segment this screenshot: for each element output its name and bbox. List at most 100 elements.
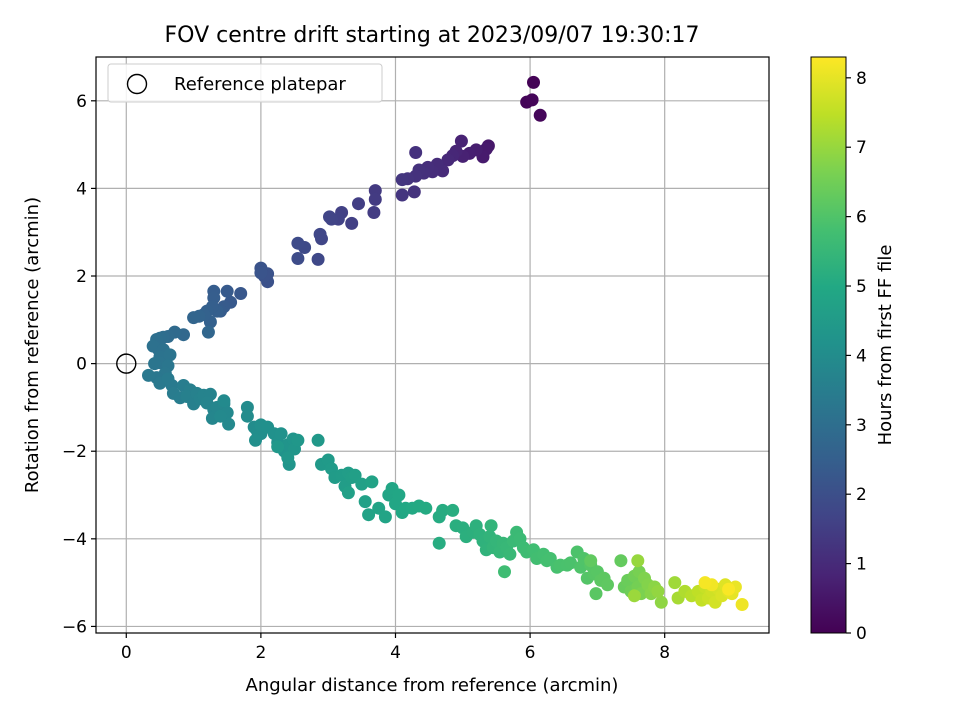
y-tick-label: −2 [62, 442, 87, 462]
colorbar-tick-label: 3 [856, 416, 867, 436]
reference-marker [116, 353, 137, 374]
x-tick-label: 8 [659, 643, 670, 663]
data-point [214, 409, 227, 423]
data-point [395, 173, 409, 187]
colorbar-label: Hours from first FF file [875, 245, 896, 446]
data-point [627, 589, 641, 603]
data-point [484, 519, 498, 533]
data-point [348, 468, 362, 482]
legend: Reference platepar [107, 63, 383, 103]
data-point [503, 547, 517, 561]
data-point [161, 372, 175, 386]
data-point [584, 554, 598, 568]
colorbar-tick-label: 8 [856, 69, 867, 89]
data-point [323, 210, 336, 224]
data-point [454, 134, 468, 148]
data-point [313, 227, 327, 241]
data-point [281, 451, 295, 465]
data-point [254, 266, 268, 280]
x-tick-label: 2 [255, 643, 266, 663]
data-point [525, 93, 539, 107]
chart-title: FOV centre drift starting at 2023/09/07 … [165, 23, 700, 48]
colorbar-tick-label: 4 [856, 346, 867, 366]
y-tick-label: 6 [76, 92, 87, 112]
data-point [407, 185, 421, 199]
y-tick-label: 2 [76, 267, 87, 287]
data-point [543, 552, 557, 565]
y-tick-label: −4 [62, 530, 87, 550]
colorbar-gradient [810, 56, 847, 634]
x-axis-label: Angular distance from reference (arcmin) [246, 675, 619, 696]
reference-point [116, 353, 137, 374]
data-point [311, 433, 325, 447]
y-axis-ticks: −6 −4 −2 0 2 4 6 [62, 92, 96, 637]
data-point [446, 503, 460, 517]
y-axis-label: Rotation from reference (arcmin) [22, 197, 43, 493]
data-point [498, 565, 511, 579]
data-point [533, 108, 547, 122]
data-point [564, 556, 577, 570]
data-point [352, 197, 365, 211]
data-point [274, 427, 288, 441]
x-axis-ticks: 0 2 4 6 8 [121, 633, 670, 663]
data-point [368, 192, 382, 206]
data-point [163, 348, 177, 362]
data-point [355, 477, 369, 491]
legend-box [107, 63, 383, 103]
x-tick-label: 0 [121, 643, 132, 663]
data-point [271, 440, 285, 454]
data-point [234, 287, 248, 300]
grid-lines [96, 57, 769, 633]
data-point [735, 598, 749, 611]
data-point [187, 311, 201, 325]
data-point [341, 486, 355, 500]
data-point [614, 554, 628, 568]
colorbar-tick-label: 2 [856, 485, 867, 505]
data-point [432, 536, 446, 550]
data-point [419, 501, 433, 515]
data-point [362, 508, 376, 522]
x-tick-label: 6 [525, 643, 536, 663]
colorbar-tick-label: 7 [856, 138, 867, 158]
data-point [654, 595, 668, 609]
data-point [358, 495, 372, 509]
y-tick-label: 0 [76, 355, 87, 375]
data-point [345, 216, 359, 230]
colorbar-tick-label: 1 [856, 555, 867, 575]
data-point [668, 576, 682, 590]
legend-marker-icon [126, 73, 148, 95]
data-point [291, 236, 305, 250]
colorbar-ticks: 0 1 2 3 4 5 6 7 8 [846, 69, 867, 644]
data-point [722, 582, 736, 596]
data-point [142, 368, 155, 382]
data-point [441, 153, 455, 167]
data-point [395, 188, 409, 202]
data-point [291, 433, 305, 447]
data-point [651, 584, 665, 598]
colorbar-tick-label: 5 [856, 277, 867, 297]
y-tick-label: 4 [76, 179, 87, 199]
data-point [222, 417, 236, 431]
data-point [311, 252, 325, 266]
data-points [142, 75, 749, 611]
data-point [589, 587, 603, 601]
y-tick-label: −6 [62, 617, 87, 637]
colorbar-tick-label: 6 [856, 208, 867, 228]
x-tick-label: 4 [390, 643, 401, 663]
data-point [249, 433, 262, 447]
plot-frame [95, 56, 770, 634]
data-point [148, 357, 162, 371]
data-point [367, 206, 381, 219]
colorbar-tick-label: 0 [856, 624, 867, 644]
data-point [220, 284, 234, 298]
data-point [436, 503, 450, 517]
data-point [698, 576, 712, 590]
data-point [365, 475, 379, 489]
data-point [409, 146, 423, 159]
data-point [201, 325, 215, 339]
data-point [631, 554, 645, 568]
data-point [601, 578, 614, 592]
data-point [240, 409, 254, 423]
